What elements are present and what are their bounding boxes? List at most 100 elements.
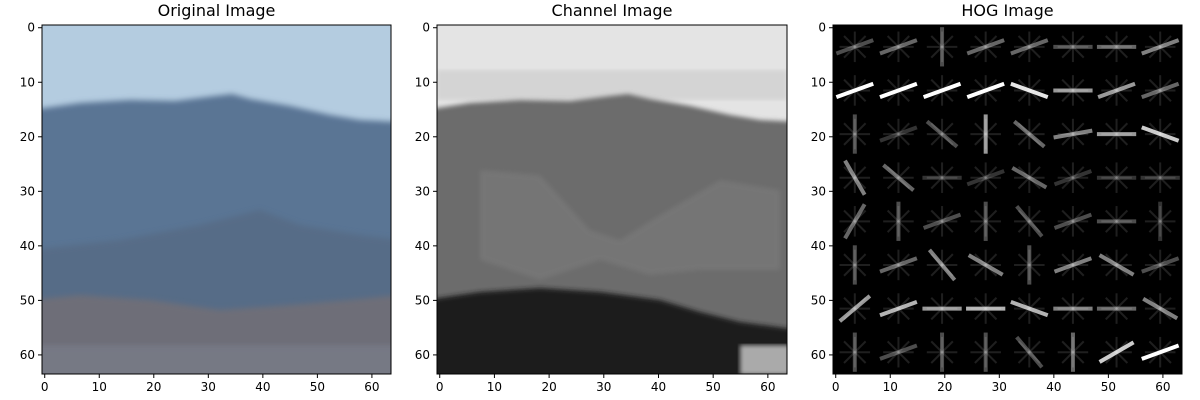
hog-minor-stroke	[843, 209, 867, 233]
hog-minor-stroke	[886, 209, 910, 233]
hog-minor-stroke	[1017, 166, 1041, 190]
y-tick-label: 60	[20, 348, 35, 362]
hog-minor-stroke	[886, 209, 910, 233]
hog-minor-stroke	[1148, 209, 1172, 233]
hog-minor-stroke	[843, 253, 867, 277]
y-tick-label: 20	[20, 130, 35, 144]
hog-cell	[839, 203, 871, 240]
x-tick-label: 20	[146, 380, 161, 394]
hog-minor-stroke	[974, 209, 998, 233]
hog-dominant-stroke	[967, 253, 1004, 277]
axes-frame	[436, 24, 788, 375]
hog-minor-stroke	[1105, 209, 1129, 233]
hog-minor-stroke	[930, 209, 954, 233]
hog-minor-stroke	[974, 340, 998, 364]
hog-minor-stroke	[1061, 35, 1085, 59]
hog-dominant-stroke	[1097, 81, 1136, 100]
hog-minor-stroke	[1105, 209, 1129, 233]
hog-cell	[839, 332, 871, 372]
hog-cell	[1096, 31, 1137, 63]
hog-minor-stroke	[1148, 253, 1172, 277]
hog-cell	[1098, 249, 1135, 281]
hog-cell	[966, 75, 1005, 106]
hog-minor-stroke	[1061, 209, 1085, 233]
hog-cell	[926, 248, 958, 282]
hog-dominant-stroke	[1053, 128, 1093, 140]
sky-band	[437, 70, 787, 100]
hog-minor-stroke	[974, 166, 998, 190]
hog-cell	[1096, 162, 1137, 193]
hog-minor-stroke	[930, 122, 954, 146]
y-tick-label: 60	[811, 348, 826, 362]
hog-minor-stroke	[886, 166, 910, 190]
hog-minor-stroke	[1148, 166, 1172, 190]
hog-dominant-stroke	[966, 81, 1005, 100]
hog-cell	[967, 249, 1004, 281]
hog-dominant-stroke	[1053, 212, 1093, 230]
x-tick-label: 50	[706, 380, 721, 394]
hog-dominant-stroke	[1141, 343, 1180, 361]
hog-dominant-stroke	[1098, 253, 1135, 277]
hog-cell	[966, 31, 1005, 63]
hog-minor-stroke	[886, 122, 910, 146]
hog-dominant-stroke	[835, 81, 874, 100]
bottom-strip	[42, 345, 391, 374]
hog-cell	[1142, 293, 1179, 324]
hog-dominant-stroke	[879, 81, 918, 100]
hog-cell	[1014, 245, 1045, 285]
hog-minor-stroke	[930, 209, 954, 233]
hog-minor-stroke	[1105, 166, 1129, 190]
hog-cell	[1141, 118, 1180, 150]
hog-cell	[879, 75, 918, 106]
x-tick-label: 20	[541, 380, 556, 394]
x-tick-label: 10	[92, 380, 107, 394]
hog-minor-stroke	[1017, 122, 1041, 146]
hog-minor-stroke	[1061, 35, 1085, 59]
hog-cell	[1140, 162, 1180, 193]
hog-minor-stroke	[930, 340, 954, 364]
hog-minor-stroke	[930, 122, 954, 146]
hog-cell	[1096, 206, 1137, 237]
hog-dominant-stroke	[1142, 297, 1179, 321]
bottom-bright-patch	[740, 345, 787, 374]
hog-minor-stroke	[930, 35, 954, 59]
hog-minor-stroke	[843, 122, 867, 146]
mid-region	[480, 170, 780, 280]
hog-dominant-stroke	[1141, 38, 1180, 56]
hog-minor-stroke	[886, 340, 910, 364]
y-tick-label: 10	[415, 75, 430, 89]
y-axis: 0 10 20 30 40 50 60	[811, 21, 833, 362]
hog-minor-stroke	[1148, 166, 1172, 190]
hog-cell	[1096, 118, 1137, 150]
hog-minor-stroke	[1061, 209, 1085, 233]
hog-cell	[1053, 249, 1093, 281]
hog-cell	[1141, 336, 1180, 368]
hog-dominant-stroke	[882, 163, 915, 192]
ground-region	[437, 288, 787, 374]
x-tick-label: 60	[1155, 380, 1170, 394]
hog-dominant-stroke	[922, 212, 962, 230]
x-tick-label: 0	[41, 380, 49, 394]
hog-dominant-stroke	[1012, 119, 1046, 149]
hog-minor-stroke	[843, 122, 867, 146]
hog-cell	[879, 249, 918, 281]
hog-cell	[839, 245, 871, 285]
hog-minor-stroke	[1061, 166, 1085, 190]
hog-minor-stroke	[1017, 166, 1041, 190]
hog-cell	[970, 114, 1001, 154]
x-tick-label: 40	[651, 380, 666, 394]
hog-minor-stroke	[886, 166, 910, 190]
hog-minor-stroke	[1017, 253, 1041, 277]
y-tick-label: 60	[415, 348, 430, 362]
hog-cell	[922, 75, 962, 106]
y-tick-label: 40	[415, 239, 430, 253]
x-tick-label: 0	[832, 380, 840, 394]
x-tick-label: 40	[255, 380, 270, 394]
hog-cell	[879, 293, 918, 324]
hog-cell	[1144, 201, 1176, 241]
hog-cell	[970, 332, 1001, 372]
hog-minor-stroke	[1105, 166, 1129, 190]
x-tick-label: 20	[937, 380, 952, 394]
hog-minor-stroke	[974, 166, 998, 190]
hog-cell	[1097, 75, 1136, 106]
